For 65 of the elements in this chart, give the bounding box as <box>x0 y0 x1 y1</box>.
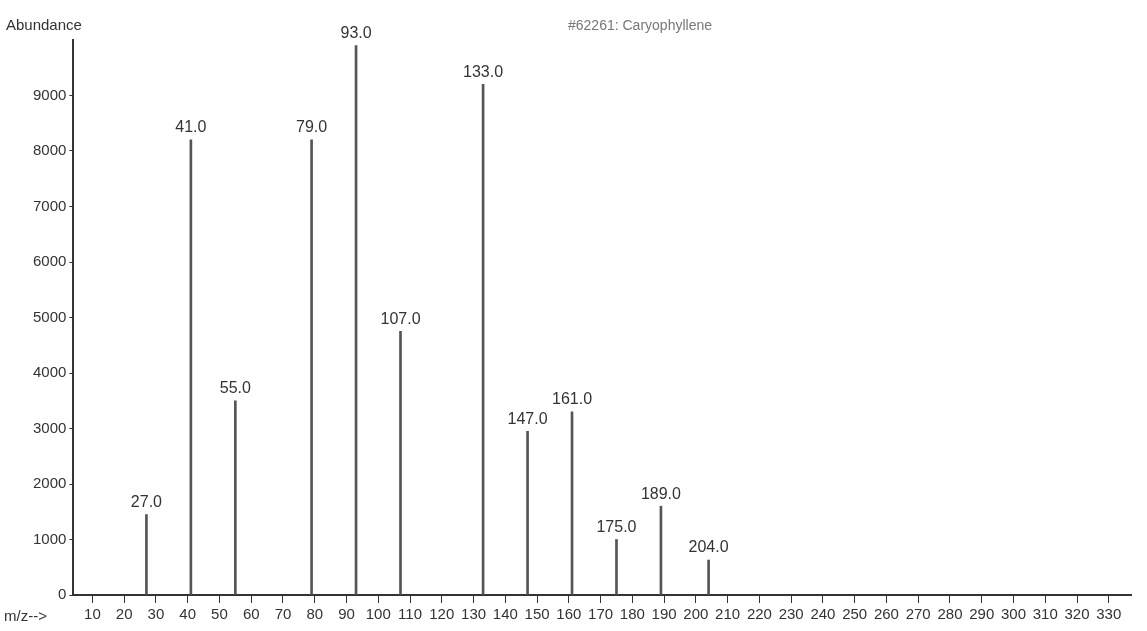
annotation: 55.0 <box>219 379 252 397</box>
x-tick-label: 310 <box>1032 605 1058 623</box>
x-tick-label: 210 <box>715 605 741 623</box>
annotation: 93.0 <box>340 23 372 41</box>
x-tick-label: 280 <box>937 605 963 623</box>
y-tick-label: 0 <box>58 585 67 603</box>
x-tick-label: 190 <box>651 605 677 623</box>
y-tick-label: 2000 <box>32 474 67 492</box>
annotation: 204.0 <box>688 538 729 556</box>
x-tick-label: 80 <box>306 605 324 623</box>
x-tick-label: 110 <box>398 605 422 623</box>
chart-title: #62261: Caryophyllene <box>568 16 713 33</box>
x-tick-label: 160 <box>556 605 582 623</box>
x-axis-title: m/z--> <box>4 607 48 625</box>
x-tick-label: 180 <box>619 605 645 623</box>
x-tick-label: 70 <box>274 605 292 623</box>
y-tick-label: 8000 <box>32 141 67 159</box>
x-tick-label: 240 <box>810 605 836 623</box>
x-tick-label: 170 <box>588 605 614 623</box>
bar <box>526 430 529 595</box>
y-tick-label: 5000 <box>32 307 67 325</box>
annotation: 107.0 <box>380 309 421 327</box>
x-tick-label: 250 <box>842 605 868 623</box>
x-tick-label: 260 <box>873 605 899 623</box>
x-tick-label: 320 <box>1064 605 1090 623</box>
y-axis-title: Abundance <box>6 16 82 34</box>
annotation: 79.0 <box>296 118 328 136</box>
annotation: 27.0 <box>130 492 163 510</box>
bar <box>399 331 402 595</box>
x-tick-label: 150 <box>524 605 550 623</box>
x-tick-label: 140 <box>492 605 518 623</box>
y-tick-label: 1000 <box>32 529 67 547</box>
x-tick-label: 220 <box>746 605 772 623</box>
annotation: 41.0 <box>175 118 207 136</box>
x-tick-label: 10 <box>84 605 101 623</box>
x-tick-label: 270 <box>905 605 931 623</box>
y-tick-label: 3000 <box>32 418 67 436</box>
x-tick-label: 50 <box>211 605 228 623</box>
x-tick-label: 100 <box>365 605 391 623</box>
y-tick-label: 4000 <box>32 363 67 381</box>
x-tick-label: 230 <box>778 605 804 623</box>
x-tick-label: 30 <box>147 605 165 623</box>
x-tick-label: 20 <box>115 605 133 623</box>
x-tick-label: 290 <box>969 605 995 623</box>
annotation: 133.0 <box>463 62 504 80</box>
bar <box>310 139 313 595</box>
bar <box>145 514 148 595</box>
x-tick-label: 300 <box>1000 605 1026 623</box>
x-tick-label: 40 <box>179 605 197 623</box>
bar <box>615 539 618 595</box>
x-tick-label: 200 <box>683 605 709 623</box>
annotation: 189.0 <box>640 484 682 502</box>
x-tick-label: 90 <box>338 605 355 623</box>
annotation: 147.0 <box>507 409 548 427</box>
y-tick-label: 6000 <box>32 252 67 270</box>
x-tick-label: 330 <box>1096 605 1122 623</box>
annotation: 175.0 <box>596 517 637 535</box>
annotation: 161.0 <box>551 390 593 408</box>
bar <box>234 400 237 595</box>
y-tick-label: 9000 <box>32 85 67 103</box>
x-tick-label: 60 <box>242 605 260 623</box>
x-tick-label: 130 <box>461 605 487 623</box>
x-tick-label: 120 <box>429 605 455 623</box>
y-tick-label: 7000 <box>32 196 67 214</box>
bar <box>707 559 710 595</box>
